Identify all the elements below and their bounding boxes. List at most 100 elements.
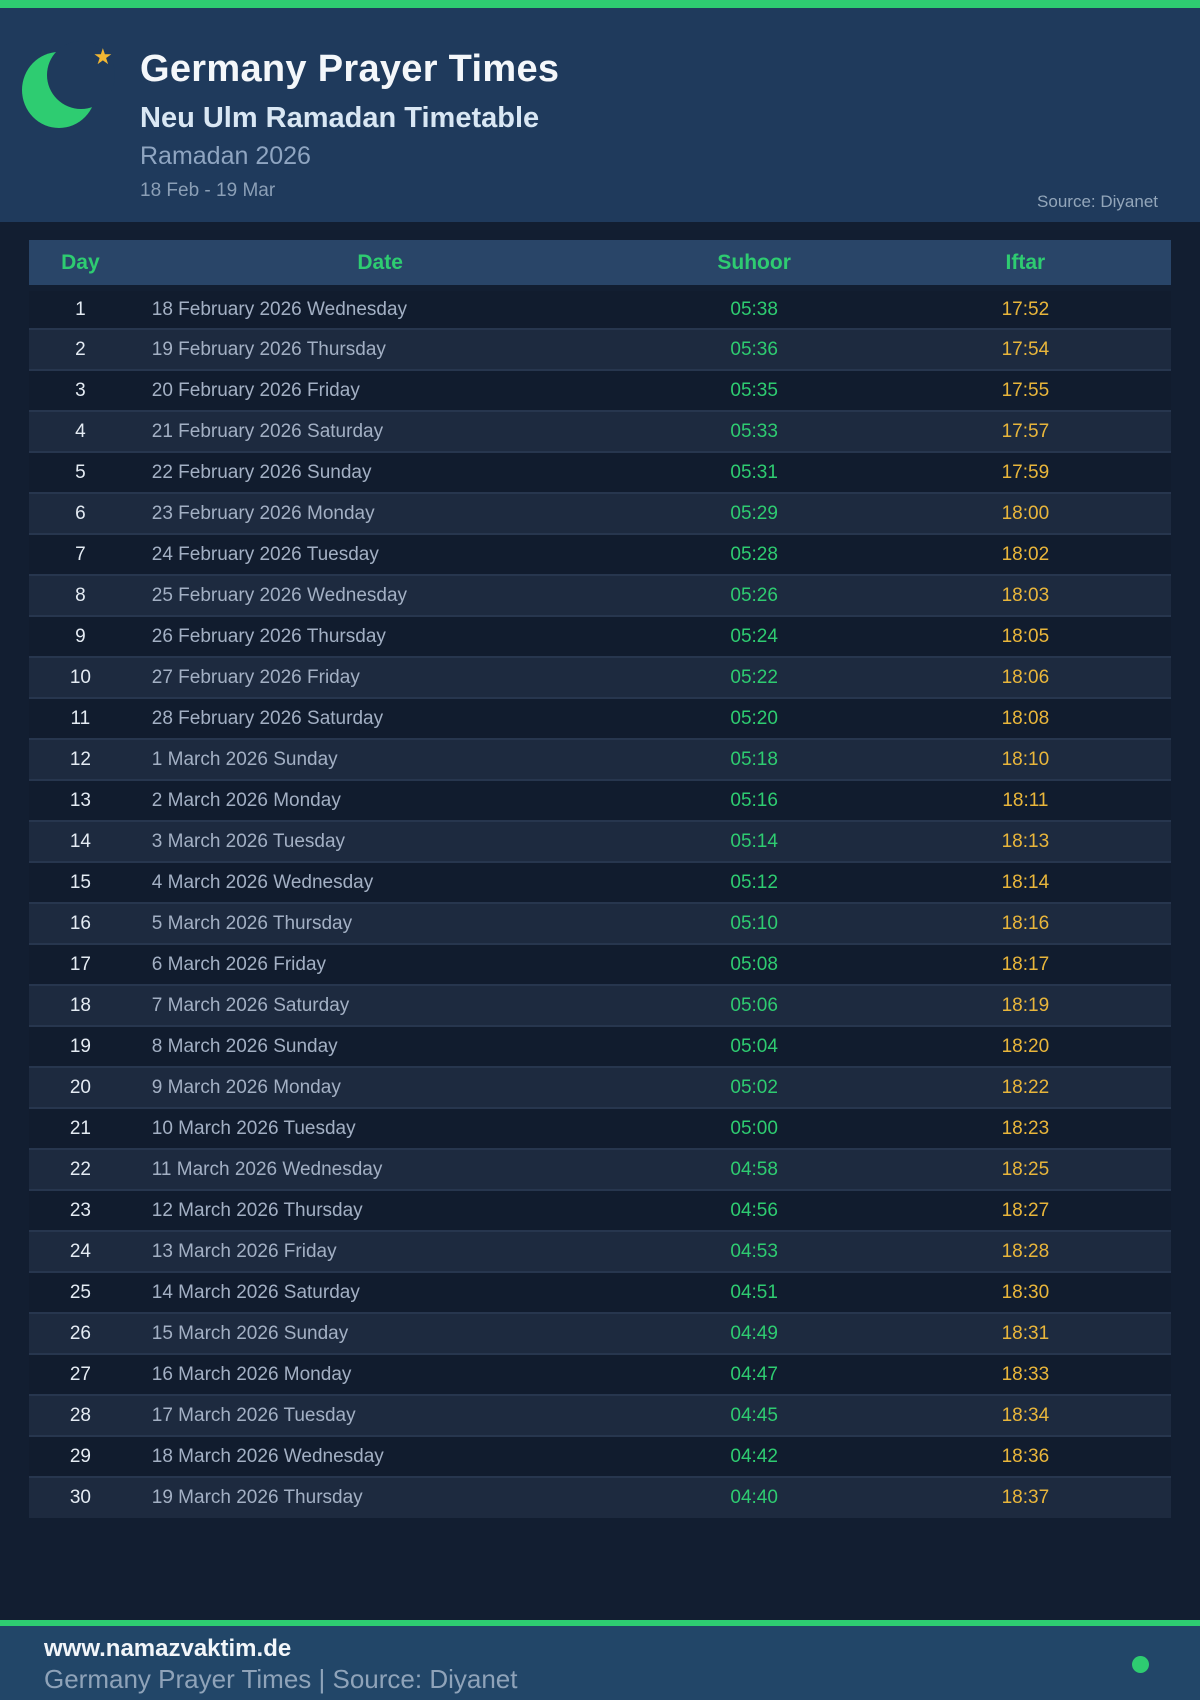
table-row: 15 4 March 2026 Wednesday 05:12 18:14 — [29, 861, 1171, 903]
day-cell: 26 — [29, 1312, 132, 1354]
suhoor-cell: 04:51 — [628, 1271, 880, 1313]
iftar-cell: 18:00 — [879, 492, 1171, 534]
date-cell: 3 March 2026 Tuesday — [131, 820, 629, 862]
suhoor-cell: 05:31 — [628, 451, 880, 493]
table-row: 5 22 February 2026 Sunday 05:31 17:59 — [29, 451, 1171, 493]
suhoor-cell: 05:20 — [628, 697, 880, 739]
date-cell: 21 February 2026 Saturday — [131, 410, 629, 452]
day-cell: 9 — [29, 615, 132, 657]
table-row: 7 24 February 2026 Tuesday 05:28 18:02 — [29, 533, 1171, 575]
iftar-cell: 18:11 — [879, 779, 1171, 821]
suhoor-cell: 05:04 — [628, 1025, 880, 1067]
source-label: Source: Diyanet — [1037, 192, 1158, 211]
table-row: 16 5 March 2026 Thursday 05:10 18:16 — [29, 902, 1171, 944]
column-header-day: Day — [29, 240, 132, 291]
table-row: 3 20 February 2026 Friday 05:35 17:55 — [29, 369, 1171, 411]
day-cell: 5 — [29, 451, 132, 493]
table-row: 25 14 March 2026 Saturday 04:51 18:30 — [29, 1271, 1171, 1313]
date-cell: 19 March 2026 Thursday — [131, 1476, 629, 1518]
iftar-cell: 18:02 — [879, 533, 1171, 575]
iftar-cell: 18:30 — [879, 1271, 1171, 1313]
suhoor-cell: 05:38 — [730, 298, 778, 320]
iftar-cell: 17:54 — [879, 328, 1171, 370]
date-cell: 2 March 2026 Monday — [131, 779, 629, 821]
date-cell: 13 March 2026 Friday — [131, 1230, 629, 1272]
iftar-cell: 18:27 — [879, 1189, 1171, 1231]
column-header-iftar: Iftar — [879, 240, 1171, 291]
suhoor-cell: 05:33 — [628, 410, 880, 452]
suhoor-cell: 05:10 — [628, 902, 880, 944]
date-cell: 24 February 2026 Tuesday — [131, 533, 629, 575]
suhoor-cell: 05:26 — [628, 574, 880, 616]
table-row: 1 18 February 2026 Wednesday 05:38 17:52 — [29, 288, 1171, 329]
suhoor-cell: 04:58 — [628, 1148, 880, 1190]
iftar-cell: 18:20 — [879, 1025, 1171, 1067]
iftar-cell: 18:08 — [879, 697, 1171, 739]
table-header-row: Day Date Suhoor Iftar — [29, 240, 1171, 291]
day-cell: 22 — [29, 1148, 132, 1190]
date-cell: 26 February 2026 Thursday — [131, 615, 629, 657]
iftar-cell: 18:06 — [879, 656, 1171, 698]
footer-accent-bar — [0, 1620, 1200, 1626]
table-row: 10 27 February 2026 Friday 05:22 18:06 — [29, 656, 1171, 698]
suhoor-cell: 05:16 — [628, 779, 880, 821]
date-cell: 23 February 2026 Monday — [131, 492, 629, 534]
column-header-date: Date — [131, 240, 629, 291]
iftar-cell: 18:16 — [879, 902, 1171, 944]
suhoor-cell: 05:22 — [628, 656, 880, 698]
iftar-cell: 18:31 — [879, 1312, 1171, 1354]
table-row: 19 8 March 2026 Sunday 05:04 18:20 — [29, 1025, 1171, 1067]
iftar-cell: 18:33 — [879, 1353, 1171, 1395]
suhoor-cell: 05:00 — [628, 1107, 880, 1149]
iftar-cell: 18:14 — [879, 861, 1171, 903]
date-cell: 19 February 2026 Thursday — [131, 328, 629, 370]
table-row: 8 25 February 2026 Wednesday 05:26 18:03 — [29, 574, 1171, 616]
iftar-cell: 17:52 — [1001, 298, 1050, 320]
page-subtitle: Neu Ulm Ramadan Timetable — [140, 102, 540, 134]
date-cell: 20 February 2026 Friday — [131, 369, 629, 411]
day-cell: 23 — [29, 1189, 132, 1231]
table-row: 14 3 March 2026 Tuesday 05:14 18:13 — [29, 820, 1171, 862]
iftar-cell: 18:22 — [879, 1066, 1171, 1108]
day-cell: 20 — [29, 1066, 132, 1108]
table-row: 9 26 February 2026 Thursday 05:24 18:05 — [29, 615, 1171, 657]
table-row: 23 12 March 2026 Thursday 04:56 18:27 — [29, 1189, 1171, 1231]
date-cell: 16 March 2026 Monday — [131, 1353, 629, 1395]
day-cell: 21 — [29, 1107, 132, 1149]
website-link[interactable]: www.namazvaktim.de — [44, 1635, 292, 1662]
day-cell: 12 — [29, 738, 132, 780]
table-row: 6 23 February 2026 Monday 05:29 18:00 — [29, 492, 1171, 534]
suhoor-cell: 05:08 — [628, 943, 880, 985]
date-cell: 1 March 2026 Sunday — [131, 738, 629, 780]
table-row: 18 7 March 2026 Saturday 05:06 18:19 — [29, 984, 1171, 1026]
column-header-suhoor: Suhoor — [628, 240, 880, 291]
table-row: 2 19 February 2026 Thursday 05:36 17:54 — [29, 328, 1171, 370]
day-cell: 6 — [29, 492, 132, 534]
iftar-cell: 18:23 — [879, 1107, 1171, 1149]
table-row: 28 17 March 2026 Tuesday 04:45 18:34 — [29, 1394, 1171, 1436]
suhoor-cell: 05:28 — [628, 533, 880, 575]
date-cell: 25 February 2026 Wednesday — [131, 574, 629, 616]
table-row: 12 1 March 2026 Sunday 05:18 18:10 — [29, 738, 1171, 780]
day-cell: 7 — [29, 533, 132, 575]
date-cell: 6 March 2026 Friday — [131, 943, 629, 985]
date-cell: 9 March 2026 Monday — [131, 1066, 629, 1108]
date-cell: 18 February 2026 Wednesday — [151, 298, 408, 320]
suhoor-cell: 04:47 — [628, 1353, 880, 1395]
suhoor-cell: 04:45 — [628, 1394, 880, 1436]
date-cell: 5 March 2026 Thursday — [131, 902, 629, 944]
table-row: 11 28 February 2026 Saturday 05:20 18:08 — [29, 697, 1171, 739]
date-cell: 12 March 2026 Thursday — [131, 1189, 629, 1231]
iftar-cell: 18:37 — [879, 1476, 1171, 1518]
suhoor-cell: 05:02 — [628, 1066, 880, 1108]
status-dot-icon — [1132, 1656, 1149, 1673]
day-cell: 1 — [75, 298, 86, 320]
table-row: 26 15 March 2026 Sunday 04:49 18:31 — [29, 1312, 1171, 1354]
suhoor-cell: 05:35 — [628, 369, 880, 411]
date-cell: 14 March 2026 Saturday — [131, 1271, 629, 1313]
day-cell: 13 — [29, 779, 132, 821]
iftar-cell: 17:55 — [879, 369, 1171, 411]
star-icon: ★ — [93, 44, 113, 69]
suhoor-cell: 05:36 — [628, 328, 880, 370]
season-label: Ramadan 2026 — [140, 142, 311, 170]
